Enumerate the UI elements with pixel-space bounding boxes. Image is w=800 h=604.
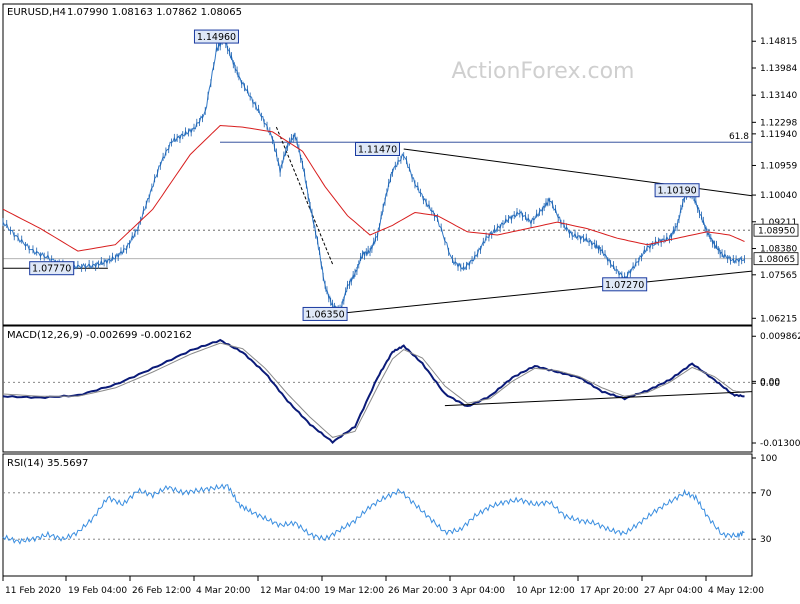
price-tick-label: 1.13984 bbox=[760, 64, 797, 74]
price-tick-label: 1.14815 bbox=[760, 37, 797, 47]
swing-label-box bbox=[355, 141, 400, 156]
price-header: EURUSD,H4 bbox=[7, 7, 66, 18]
rsi-line bbox=[2, 483, 745, 545]
macd-panel[interactable]: MACD(12,26,9) -0.002699 -0.002162 bbox=[2, 325, 753, 453]
price-tick-label: 1.10959 bbox=[760, 161, 797, 171]
price-marker-label: 1.08950 bbox=[758, 227, 795, 237]
price-axis: 1.14815 1.13984 1.13140 1.12298 1.11940 1.109… bbox=[752, 37, 799, 324]
swing-label-box bbox=[654, 183, 700, 198]
time-tick-label: 17 Apr 20:00 bbox=[580, 586, 639, 596]
time-tick-label: 19 Mar 12:00 bbox=[324, 586, 384, 596]
price-tick-label: 1.12298 bbox=[760, 118, 797, 128]
macd-tick-label: 0.009862 bbox=[760, 332, 800, 342]
moving-average-line bbox=[2, 124, 745, 252]
macd-tick-label: 0.00 bbox=[760, 379, 780, 389]
price-panel[interactable]: ActionForex.com EURUSD,H4 1.07990 1.0816… bbox=[2, 3, 753, 326]
price-marker-box bbox=[753, 223, 799, 237]
swing-label: 1.14960 bbox=[197, 32, 236, 43]
time-tick-label: 27 Apr 04:00 bbox=[644, 586, 703, 596]
price-tick-label: 1.13140 bbox=[760, 91, 797, 101]
time-tick-label: 4 May 12:00 bbox=[708, 586, 764, 596]
price-trendline bbox=[343, 270, 753, 314]
time-tick-label: 3 Apr 04:00 bbox=[452, 586, 505, 596]
time-tick-label: 26 Feb 12:00 bbox=[132, 586, 191, 596]
swing-label: 1.10190 bbox=[657, 186, 696, 197]
macd-tick-label: 0.00 bbox=[760, 377, 780, 387]
time-tick-label: 19 Feb 04:00 bbox=[68, 586, 127, 596]
time-tick-label: 26 Mar 20:00 bbox=[388, 586, 448, 596]
price-marker-box bbox=[753, 252, 799, 266]
price-marker-label: 1.08065 bbox=[758, 255, 795, 265]
price-tick-label: 1.11940 bbox=[760, 130, 797, 140]
swing-label-box bbox=[302, 306, 348, 321]
swing-label: 1.06350 bbox=[305, 309, 344, 320]
rsi-header: RSI(14) 35.5697 bbox=[7, 458, 88, 469]
rsi-axis: 100 70 30 bbox=[752, 454, 777, 545]
macd-header: MACD(12,26,9) -0.002699 -0.002162 bbox=[7, 330, 192, 341]
rsi-tick-label: 30 bbox=[760, 535, 772, 545]
time-tick-label: 10 Apr 12:00 bbox=[516, 586, 575, 596]
price-tick-label: 1.10040 bbox=[760, 191, 797, 201]
time-tick-label: 12 Mar 04:00 bbox=[260, 586, 320, 596]
macd-macd-line bbox=[2, 338, 745, 445]
watermark: ActionForex.com bbox=[452, 59, 635, 84]
price-tick-label: 1.07565 bbox=[760, 271, 797, 281]
rsi-tick-label: 100 bbox=[760, 454, 777, 464]
time-tick-label: 4 Mar 20:00 bbox=[196, 586, 251, 596]
swing-label: 1.07270 bbox=[605, 280, 644, 291]
macd-signal-line bbox=[2, 342, 745, 438]
swing-label-box bbox=[193, 29, 239, 44]
swing-label-box bbox=[602, 277, 648, 292]
price-tick-label: 1.09211 bbox=[760, 218, 797, 228]
rsi-tick-label: 70 bbox=[760, 489, 772, 499]
swing-label-box bbox=[29, 261, 75, 276]
swing-label: 1.07770 bbox=[32, 264, 71, 275]
price-tick-label: 1.06215 bbox=[760, 314, 797, 324]
price-tick-label: 1.08380 bbox=[760, 245, 797, 255]
macd-tick-label: -0.013002 bbox=[760, 439, 800, 449]
macd-trendline bbox=[444, 391, 753, 407]
fib-level-label: 61.8 bbox=[729, 132, 749, 142]
price-ohlc: 1.07990 1.08163 1.07862 1.08065 bbox=[67, 7, 242, 18]
swing-label: 1.11470 bbox=[358, 144, 397, 155]
time-tick-label: 11 Feb 2020 bbox=[5, 586, 61, 596]
time-axis: 11 Feb 2020 19 Feb 04:00 26 Feb 12:00 4 Mar… bbox=[2, 576, 764, 596]
rsi-panel[interactable]: RSI(14) 35.5697 bbox=[2, 453, 753, 577]
